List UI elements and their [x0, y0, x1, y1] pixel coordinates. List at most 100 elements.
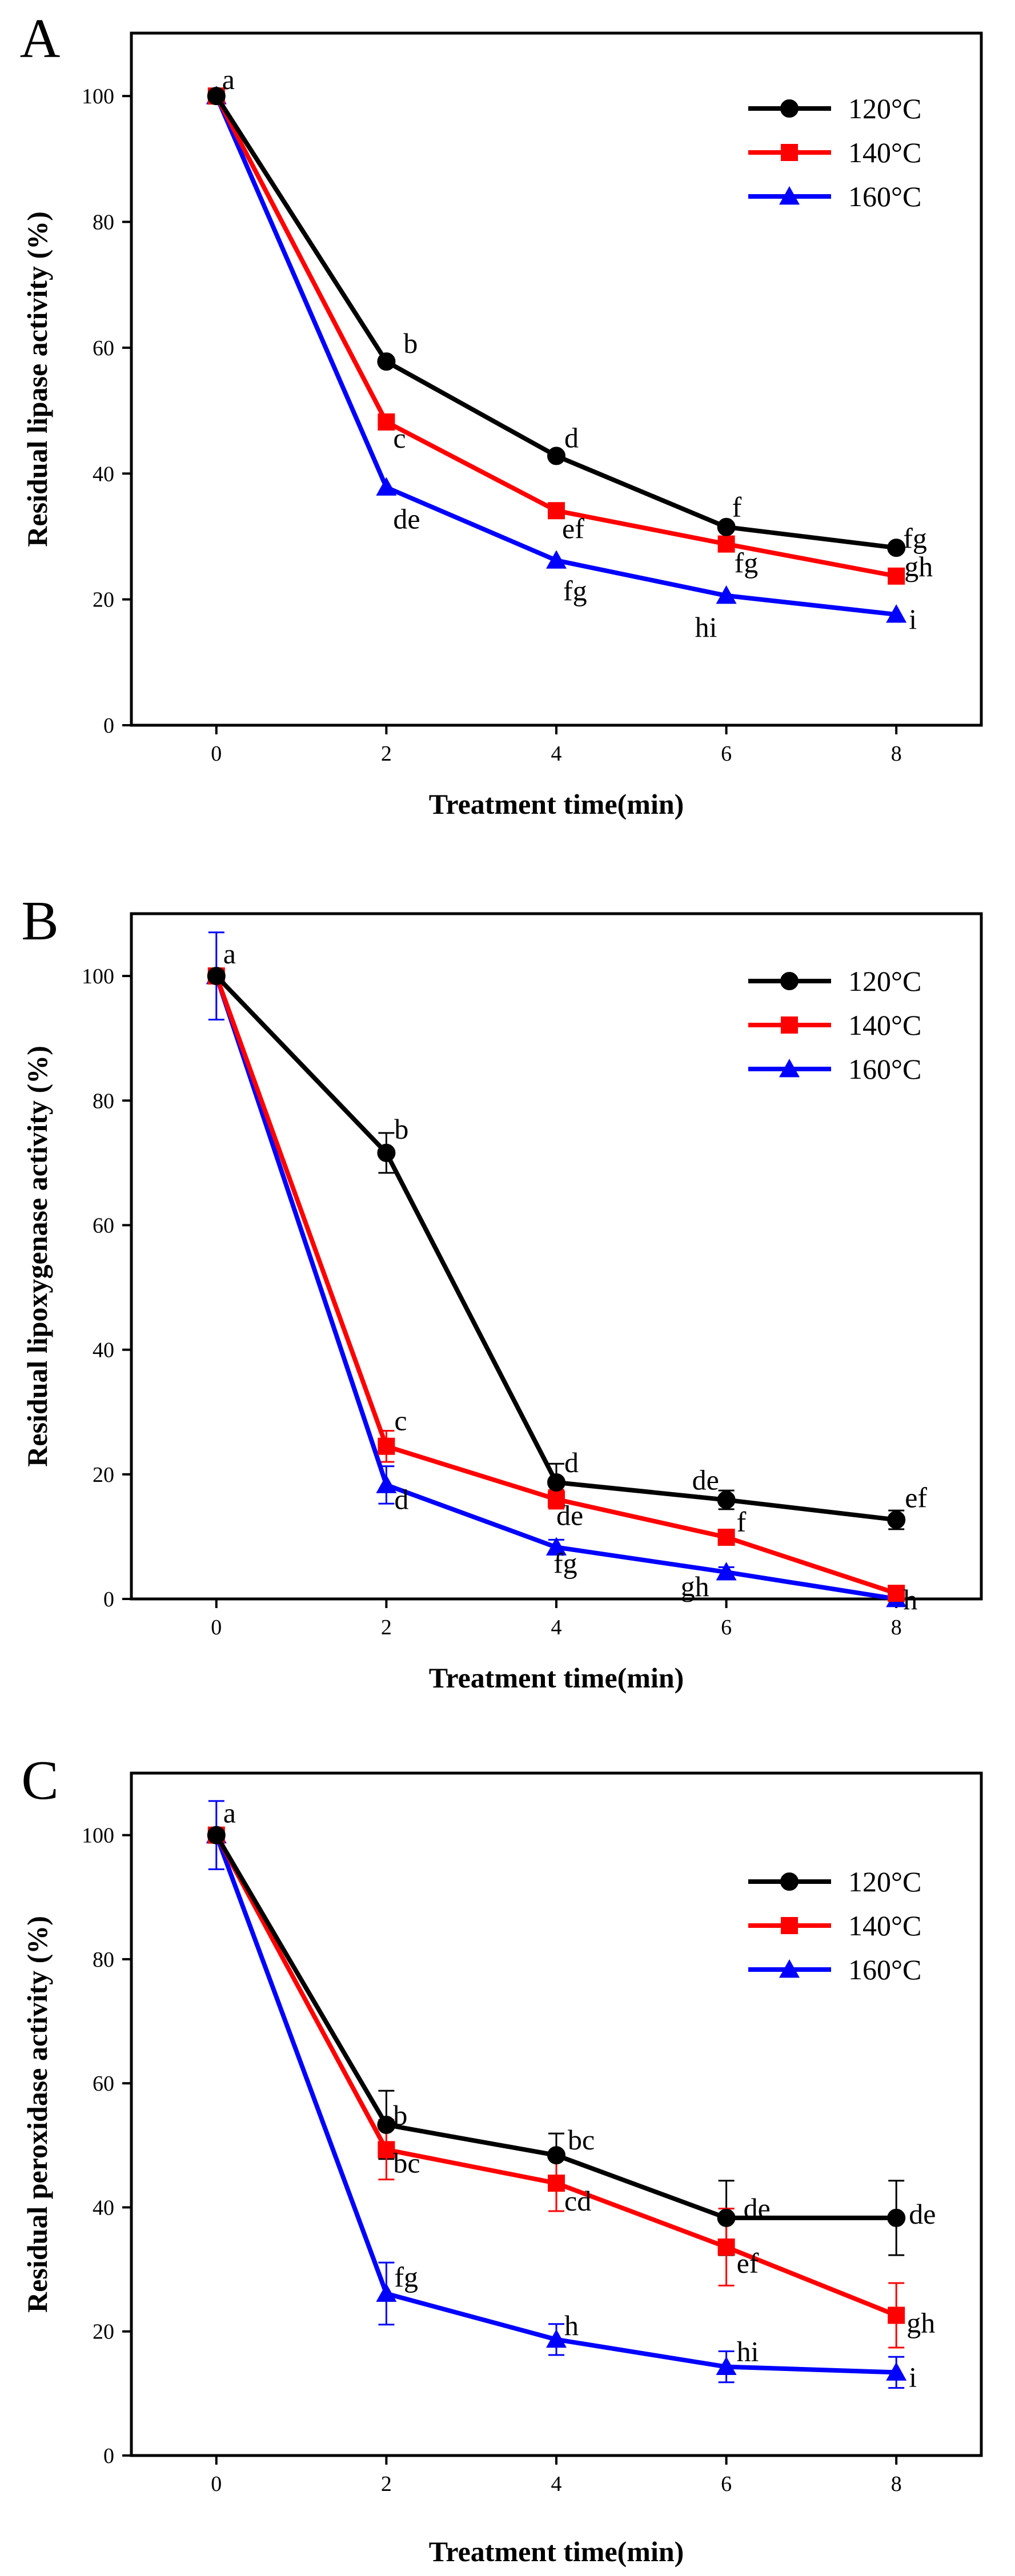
x-tick-label: 6	[721, 742, 732, 766]
significance-label: b	[394, 1113, 408, 1145]
y-tick-label: 80	[93, 1089, 114, 1113]
data-point	[207, 1826, 226, 1844]
legend-label: 160°C	[848, 1053, 921, 1085]
significance-label: i	[909, 603, 917, 635]
data-point	[547, 447, 565, 465]
data-point	[377, 1143, 396, 1162]
y-tick-label: 60	[93, 1213, 114, 1237]
x-tick-label: 4	[551, 742, 562, 766]
series-line	[214, 974, 897, 1522]
x-tick-label: 2	[381, 742, 392, 766]
x-tick-label: 8	[891, 742, 902, 766]
data-point	[888, 1585, 905, 1602]
significance-label: d	[564, 1446, 579, 1478]
significance-label: hi	[695, 611, 717, 643]
significance-label: bc	[568, 2124, 595, 2156]
x-tick-label: 6	[721, 1615, 732, 1639]
significance-label: ef	[905, 1481, 927, 1513]
y-tick-label: 40	[93, 462, 114, 486]
legend-marker	[780, 1872, 799, 1891]
significance-label: fg	[735, 547, 759, 579]
data-point	[717, 2238, 735, 2256]
x-tick-label: 6	[721, 2472, 732, 2496]
y-tick-label: 40	[93, 2196, 114, 2220]
y-axis-title: Residual peroxidase activity (%)	[21, 1916, 53, 2313]
significance-label: gh	[681, 1570, 709, 1602]
x-tick-label: 4	[551, 1615, 562, 1639]
y-tick-label: 80	[93, 1948, 114, 1972]
significance-label: de	[909, 2198, 936, 2230]
significance-label: cd	[564, 2185, 591, 2217]
significance-label: de	[556, 1499, 583, 1531]
y-axis-title: Residual lipoxygenase activity (%)	[21, 1046, 53, 1466]
series-line	[214, 95, 897, 550]
data-point	[717, 1490, 736, 1509]
significance-label: fg	[553, 1547, 577, 1579]
data-point	[888, 567, 905, 585]
significance-label: i	[909, 2361, 917, 2393]
significance-label: c	[394, 1405, 407, 1437]
data-point	[378, 2141, 395, 2159]
significance-label: a	[223, 1797, 236, 1829]
data-point	[547, 2146, 565, 2165]
y-tick-label: 20	[93, 1463, 114, 1487]
data-point	[717, 1529, 735, 1546]
legend-marker	[781, 144, 798, 161]
data-point	[546, 550, 567, 569]
data-point	[207, 967, 226, 986]
legend-marker	[779, 1059, 800, 1078]
series-line	[214, 1834, 897, 2375]
y-tick-label: 20	[93, 2320, 114, 2344]
legend-marker	[779, 1959, 800, 1978]
data-point	[548, 502, 565, 520]
data-point	[887, 1510, 906, 1529]
data-point	[886, 604, 907, 623]
significance-label: hi	[737, 2336, 759, 2368]
legend-label: 140°C	[848, 1910, 921, 1942]
data-point	[888, 2306, 905, 2324]
data-point	[376, 2283, 397, 2302]
legend-marker	[779, 186, 800, 205]
significance-label: de	[393, 503, 420, 535]
x-tick-label: 8	[891, 1615, 902, 1639]
y-tick-label: 0	[103, 714, 114, 738]
data-point	[378, 413, 395, 431]
data-point	[886, 2362, 907, 2381]
x-tick-label: 0	[211, 742, 222, 766]
significance-label: d	[394, 1483, 408, 1515]
significance-label: b	[403, 327, 418, 359]
data-point	[546, 1537, 567, 1556]
x-tick-label: 2	[381, 2472, 392, 2496]
y-tick-label: 0	[103, 2444, 114, 2468]
significance-label: b	[393, 2099, 407, 2131]
significance-label: ef	[737, 2247, 759, 2279]
y-tick-label: 60	[93, 2072, 114, 2096]
significance-label: d	[564, 421, 579, 453]
data-point	[717, 535, 735, 553]
legend-marker	[781, 1016, 798, 1034]
x-tick-label: 4	[551, 2472, 562, 2496]
data-point	[377, 2115, 396, 2134]
significance-label: a	[222, 63, 235, 95]
x-tick-label: 8	[891, 2472, 902, 2496]
x-axis-title: Treatment time(min)	[429, 788, 684, 820]
legend-label: 140°C	[848, 136, 921, 168]
significance-label: h	[564, 2309, 579, 2341]
data-point	[716, 1562, 737, 1581]
y-tick-label: 100	[82, 1824, 114, 1848]
y-tick-label: 60	[93, 336, 114, 360]
data-point	[377, 352, 396, 371]
data-point	[717, 2208, 736, 2227]
x-axis-title: Treatment time(min)	[429, 2535, 684, 2567]
legend-marker	[780, 99, 799, 118]
significance-label: ef	[562, 512, 584, 544]
significance-label: bc	[393, 2147, 420, 2179]
significance-label: de	[692, 1464, 719, 1496]
y-tick-label: 80	[93, 211, 114, 235]
legend-marker	[781, 1917, 798, 1934]
data-point	[717, 517, 736, 536]
